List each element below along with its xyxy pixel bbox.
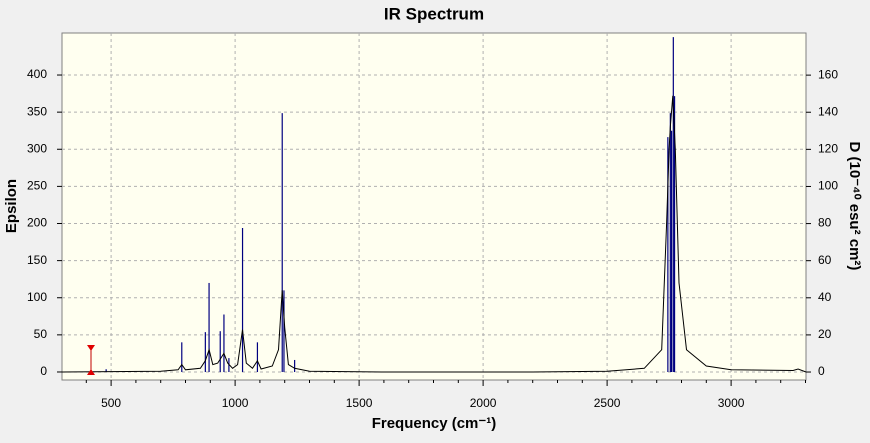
y-tick-label: 250 [27, 179, 47, 193]
y-tick-label: 100 [27, 290, 47, 304]
x-tick-label: 3000 [718, 396, 745, 410]
x-tick-label: 2500 [594, 396, 621, 410]
x-axis-label: Frequency (cm⁻¹) [372, 415, 497, 432]
plot-area [61, 32, 807, 381]
y2-tick-label: 60 [818, 253, 832, 267]
y2-tick-label: 40 [818, 290, 832, 304]
cursor-top [87, 345, 95, 351]
cursor-bottom [87, 369, 95, 375]
x-tick-label: 2000 [470, 396, 497, 410]
y2-tick-label: 0 [818, 364, 825, 378]
y2-axis-label: D (10⁻⁴⁰ esu² cm²) [846, 142, 863, 271]
x-tick-label: 1000 [222, 396, 249, 410]
y2-tick-label: 120 [818, 142, 838, 156]
y2-tick-label: 140 [818, 104, 838, 118]
x-tick-label: 1500 [346, 396, 373, 410]
y-tick-label: 200 [27, 216, 47, 230]
y-tick-label: 400 [27, 67, 47, 81]
y-tick-label: 350 [27, 104, 47, 118]
x-tick-label: 500 [101, 396, 121, 410]
y-tick-label: 150 [27, 253, 47, 267]
y-tick-label: 0 [40, 364, 47, 378]
y2-tick-label: 100 [818, 179, 838, 193]
y-axis-label: Epsilon [3, 179, 20, 233]
chart-title: IR Spectrum [384, 4, 484, 23]
y2-tick-label: 20 [818, 327, 832, 341]
epsilon-curve [61, 95, 807, 373]
y-tick-label: 300 [27, 141, 47, 155]
y-tick-label: 50 [34, 327, 48, 341]
plot-layer: 500 1000 1500 2000 2500 300005010015020025030… [27, 33, 838, 410]
y2-tick-label: 160 [818, 67, 838, 81]
y2-tick-label: 80 [818, 216, 832, 230]
cursor-marker [87, 345, 95, 375]
